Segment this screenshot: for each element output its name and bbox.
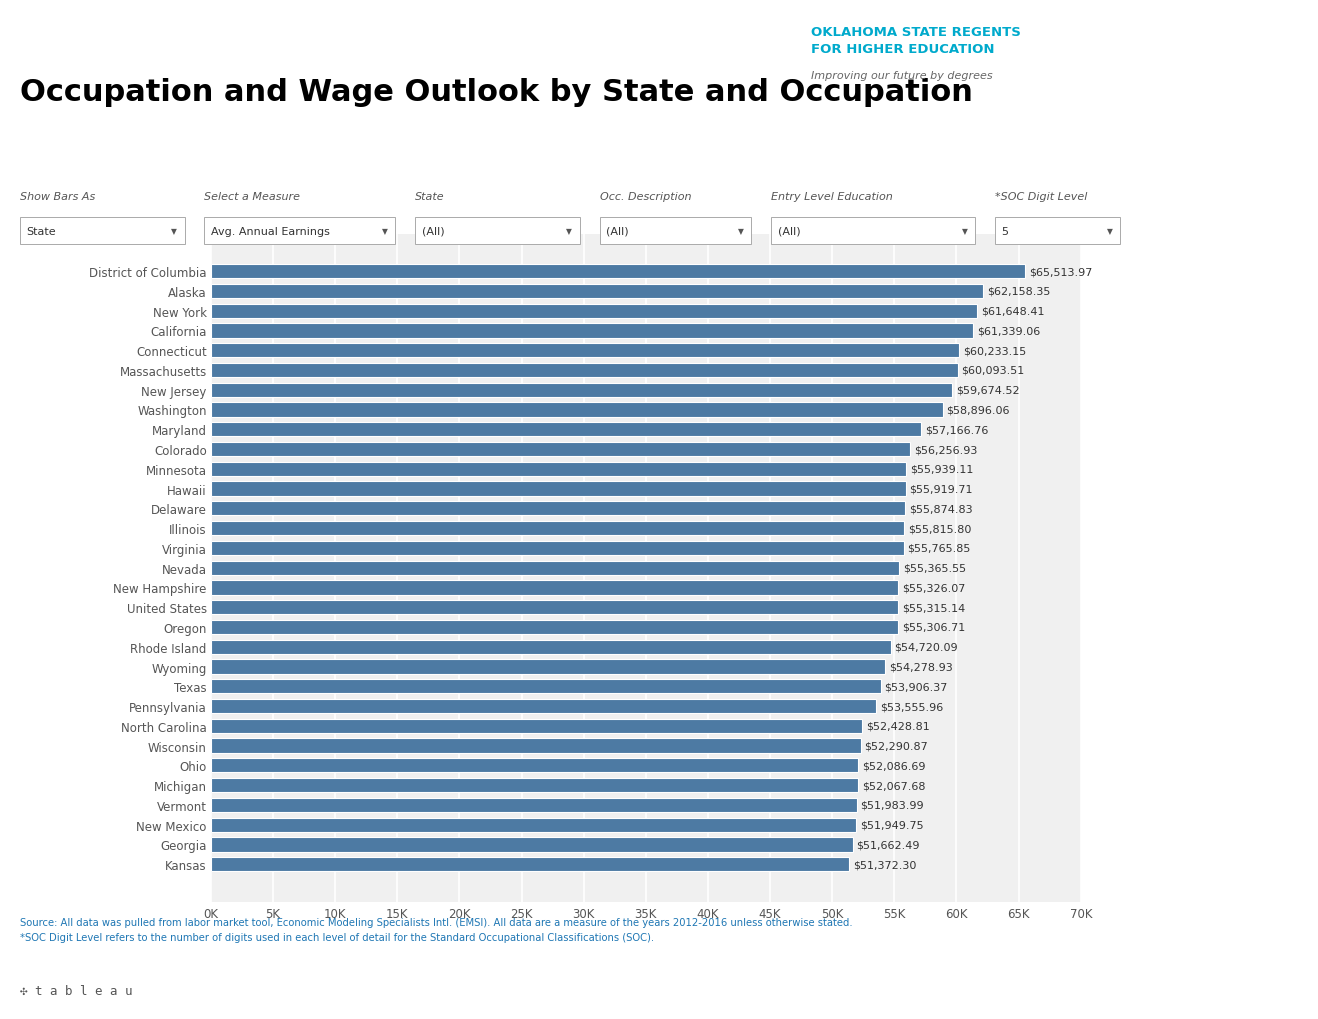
Text: $60,233.15: $60,233.15: [963, 345, 1027, 356]
Text: Show Bars As: Show Bars As: [20, 192, 95, 202]
Bar: [211, 265, 1025, 279]
Text: $51,662.49: $51,662.49: [857, 840, 920, 850]
Text: *SOC Digit Level refers to the number of digits used in each level of detail for: *SOC Digit Level refers to the number of…: [20, 932, 654, 943]
Text: $59,674.52: $59,674.52: [956, 385, 1020, 395]
Text: $55,815.80: $55,815.80: [908, 524, 971, 534]
Bar: [211, 501, 905, 516]
Text: $55,326.07: $55,326.07: [902, 583, 966, 593]
Text: State: State: [26, 226, 55, 236]
Text: Occ. Description: Occ. Description: [600, 192, 691, 202]
Text: $55,765.85: $55,765.85: [908, 543, 971, 553]
Text: $52,067.68: $52,067.68: [862, 781, 925, 791]
Text: $60,093.51: $60,093.51: [961, 366, 1024, 376]
Text: Select a Measure: Select a Measure: [204, 192, 301, 202]
Text: $52,428.81: $52,428.81: [866, 721, 931, 731]
Text: Entry Level Education: Entry Level Education: [771, 192, 892, 202]
Text: $61,339.06: $61,339.06: [977, 326, 1040, 336]
Text: Avg. Annual Earnings: Avg. Annual Earnings: [211, 226, 330, 236]
Text: $57,166.76: $57,166.76: [925, 425, 988, 435]
Bar: [211, 364, 958, 378]
Text: (All): (All): [606, 226, 629, 236]
Bar: [211, 581, 899, 595]
Bar: [211, 659, 886, 674]
Bar: [211, 482, 905, 496]
Bar: [211, 798, 857, 812]
Bar: [211, 403, 942, 417]
Text: State: State: [415, 192, 444, 202]
Text: ▼: ▼: [1107, 227, 1112, 235]
Bar: [211, 463, 905, 477]
Text: ▼: ▼: [962, 227, 967, 235]
Text: $56,256.93: $56,256.93: [913, 444, 977, 454]
Text: (All): (All): [778, 226, 800, 236]
Bar: [211, 305, 977, 318]
Bar: [211, 857, 849, 871]
Bar: [211, 343, 960, 358]
Bar: [211, 640, 891, 654]
Text: *SOC Digit Level: *SOC Digit Level: [995, 192, 1087, 202]
Text: OKLAHOMA STATE REGENTS: OKLAHOMA STATE REGENTS: [811, 25, 1020, 39]
Text: ▼: ▼: [382, 227, 387, 235]
Text: $55,939.11: $55,939.11: [909, 465, 973, 474]
Text: 5: 5: [1002, 226, 1008, 236]
Bar: [211, 719, 862, 734]
Text: $54,720.09: $54,720.09: [895, 642, 958, 652]
Bar: [211, 779, 858, 793]
Text: $55,365.55: $55,365.55: [903, 564, 966, 573]
Text: $52,290.87: $52,290.87: [865, 741, 928, 751]
Text: $51,983.99: $51,983.99: [861, 800, 924, 810]
Text: $53,555.96: $53,555.96: [880, 701, 944, 711]
Text: $51,949.75: $51,949.75: [861, 820, 924, 829]
Bar: [211, 600, 899, 614]
Bar: [211, 838, 853, 852]
Text: $54,278.93: $54,278.93: [890, 662, 953, 672]
Text: $62,158.35: $62,158.35: [987, 286, 1050, 297]
Bar: [211, 739, 861, 753]
Text: $55,306.71: $55,306.71: [902, 623, 965, 633]
Bar: [211, 818, 857, 832]
Text: Source: All data was pulled from labor market tool, Economic Modeling Specialist: Source: All data was pulled from labor m…: [20, 917, 853, 927]
Text: $55,315.14: $55,315.14: [902, 602, 965, 612]
Text: $65,513.97: $65,513.97: [1029, 267, 1093, 277]
Text: FOR HIGHER EDUCATION: FOR HIGHER EDUCATION: [811, 43, 994, 56]
Text: ▼: ▼: [738, 227, 743, 235]
Bar: [211, 680, 880, 694]
Text: $55,874.83: $55,874.83: [909, 503, 973, 514]
Text: $58,896.06: $58,896.06: [946, 406, 1010, 415]
Bar: [211, 541, 904, 555]
Bar: [211, 284, 983, 299]
Text: ▼: ▼: [171, 227, 177, 235]
Bar: [211, 423, 921, 437]
Text: $55,919.71: $55,919.71: [909, 484, 973, 494]
Text: $61,648.41: $61,648.41: [981, 307, 1044, 316]
Bar: [211, 699, 876, 713]
Bar: [211, 383, 953, 397]
Bar: [211, 561, 899, 575]
Bar: [211, 522, 904, 536]
Text: Occupation and Wage Outlook by State and Occupation: Occupation and Wage Outlook by State and…: [20, 78, 973, 107]
Text: $52,086.69: $52,086.69: [862, 760, 925, 770]
Bar: [211, 621, 898, 635]
Text: ▼: ▼: [567, 227, 572, 235]
Text: $51,372.30: $51,372.30: [853, 859, 916, 869]
Text: ✣ t a b l e a u: ✣ t a b l e a u: [20, 983, 132, 997]
Text: $53,906.37: $53,906.37: [884, 682, 948, 692]
Text: (All): (All): [422, 226, 444, 236]
Text: Improving our future by degrees: Improving our future by degrees: [811, 71, 992, 82]
Bar: [211, 758, 858, 772]
Bar: [211, 324, 973, 338]
Bar: [211, 442, 909, 457]
